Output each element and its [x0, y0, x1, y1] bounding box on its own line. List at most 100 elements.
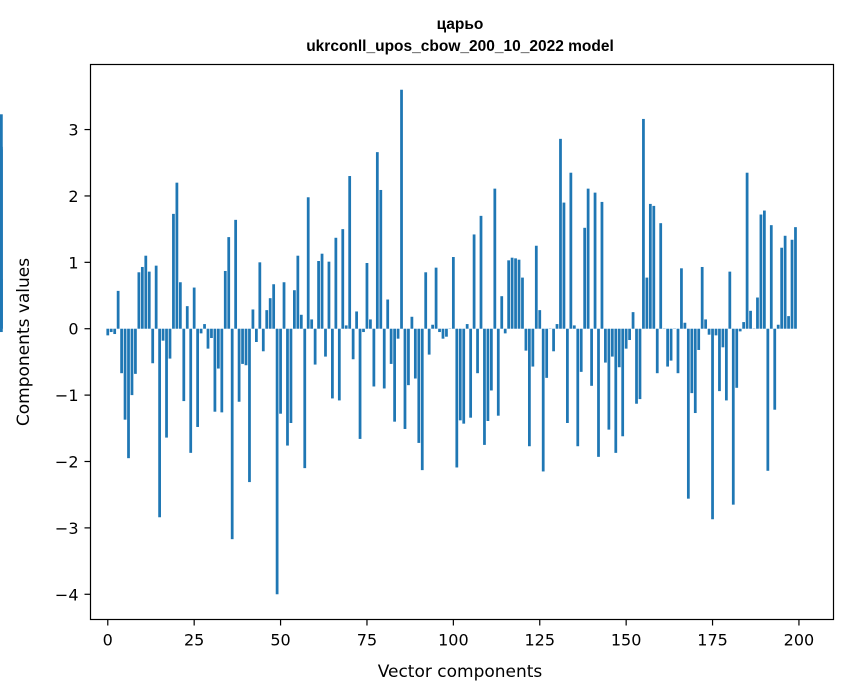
bar-85 [400, 89, 403, 329]
bar-40 [244, 328, 248, 366]
bar-46 [265, 310, 269, 329]
bar-19 [172, 213, 175, 329]
bar-120 [521, 277, 524, 329]
y-tick-label: 2 [68, 187, 78, 206]
bar-172 [700, 266, 704, 329]
bar-69 [344, 325, 348, 329]
bar-76 [369, 319, 372, 329]
y-tick-label: −3 [55, 519, 79, 538]
bar-106 [472, 234, 476, 329]
bar-64 [327, 261, 331, 329]
bar-173 [704, 319, 708, 329]
bar-92 [424, 272, 428, 329]
bar-192 [769, 225, 773, 329]
bar-154 [638, 328, 642, 400]
bar-178 [721, 328, 725, 348]
y-tick-label: −1 [55, 386, 79, 405]
chart-subtitle: ukrconll_upos_cbow_200_10_2022 model [306, 38, 614, 55]
bar-34 [223, 270, 227, 329]
bar-47 [268, 298, 272, 329]
bar-182 [735, 328, 739, 388]
bar-31 [213, 328, 217, 412]
bar-111 [489, 328, 493, 391]
bar-12 [147, 271, 151, 329]
bar-133 [566, 328, 569, 423]
bar-179 [724, 328, 728, 401]
bar-196 [783, 235, 787, 329]
x-tick-label: 100 [438, 631, 469, 650]
bar-37 [234, 219, 238, 329]
bar-17 [165, 328, 168, 438]
bar-93 [427, 328, 431, 355]
bar-78 [375, 152, 379, 329]
bar-146 [610, 328, 614, 357]
bar-138 [583, 227, 587, 329]
bar-6 [127, 328, 130, 459]
bar-15 [158, 328, 161, 518]
bar-45 [261, 328, 265, 352]
bar-167 [683, 322, 687, 329]
bar-undefined [0, 146, 3, 329]
bar-166 [680, 268, 683, 329]
bar-16 [161, 328, 165, 341]
bar-1 [109, 328, 113, 333]
x-tick-label: 25 [184, 631, 204, 650]
bar-52 [286, 328, 289, 446]
bar-74 [362, 328, 365, 333]
bar-14 [154, 265, 158, 329]
bar-121 [524, 328, 528, 351]
bar-4 [120, 328, 123, 374]
bar-13 [151, 328, 155, 364]
bar-18 [168, 328, 172, 359]
bar-127 [545, 328, 549, 378]
x-tick-label: 150 [611, 631, 642, 650]
bar-143 [600, 201, 604, 329]
bar-142 [597, 328, 600, 457]
bar-139 [586, 188, 590, 329]
bar-191 [766, 328, 770, 471]
bar-25 [192, 287, 196, 329]
bar-21 [178, 282, 182, 329]
x-tick-label: 75 [357, 631, 377, 650]
bar-77 [372, 328, 376, 387]
bar-183 [738, 328, 742, 332]
bar-195 [780, 247, 784, 329]
bar-171 [697, 328, 701, 350]
bar-126 [541, 328, 545, 472]
bar-24 [189, 328, 193, 453]
bar-137 [579, 328, 583, 372]
bar-98 [445, 328, 448, 337]
bar-73 [358, 328, 362, 439]
bar-163 [669, 328, 673, 361]
bar-89 [413, 328, 417, 379]
bar-38 [237, 328, 241, 402]
bar-112 [493, 188, 497, 329]
bar-162 [666, 328, 669, 367]
bar-67 [337, 328, 341, 401]
bar-135 [572, 325, 576, 329]
bar-27 [199, 328, 203, 334]
bar-88 [410, 316, 414, 329]
bar-56 [299, 314, 303, 329]
y-tick-label: 1 [68, 253, 78, 272]
bar-86 [403, 328, 407, 429]
bar-156 [645, 277, 649, 329]
bar-170 [693, 328, 697, 414]
bar-81 [386, 299, 390, 329]
bar-155 [642, 118, 645, 329]
bar-158 [652, 205, 656, 329]
bar-148 [617, 328, 621, 368]
bar-82 [389, 328, 393, 364]
bar-36 [230, 328, 234, 540]
bar-42 [251, 309, 255, 329]
bar-122 [528, 328, 531, 447]
y-axis-label: Components values [14, 258, 34, 426]
bar-124 [534, 245, 538, 329]
bar-35 [227, 237, 231, 329]
bar-140 [590, 328, 593, 386]
bar-22 [182, 328, 186, 402]
bar-68 [341, 229, 345, 329]
bar-113 [496, 328, 500, 416]
bar-109 [483, 328, 486, 445]
bar-62 [320, 253, 324, 329]
